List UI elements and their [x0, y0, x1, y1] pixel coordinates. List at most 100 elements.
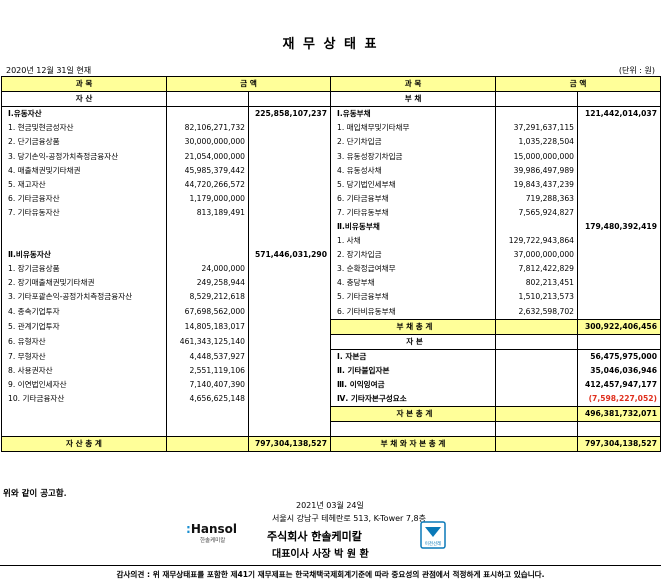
liability-item: 4. 유동성사채 — [330, 163, 496, 178]
liability-amount: 179,480,392,419 — [577, 219, 661, 235]
asset-amount — [248, 177, 331, 192]
asset-sub-amount: 67,698,562,000 — [166, 304, 249, 320]
asset-sub-amount: 82,106,271,732 — [166, 121, 249, 136]
grand-total-row: 자 산 총 계 797,304,138,527 부 채 와 자 본 총 계 79… — [1, 436, 661, 453]
liability-sub-amount: 15,000,000,000 — [495, 149, 578, 164]
liability-item: Ⅲ. 이익잉여금 — [330, 377, 496, 393]
asset-amount — [248, 262, 331, 277]
asset-amount — [248, 304, 331, 320]
liability-sub-amount — [495, 106, 578, 122]
liability-item: 5. 기타금융부채 — [330, 290, 496, 305]
column-header-row: 과 목 금 액 과 목 금 액 — [1, 75, 661, 93]
liability-sub-amount: 1,510,213,573 — [495, 290, 578, 305]
asset-amount — [248, 135, 331, 150]
liability-sub-amount: 39,986,497,989 — [495, 163, 578, 178]
company-name: 주식회사 한솔케미칼 — [267, 530, 362, 543]
table-row: Ⅱ.비유동자산 571,446,031,290 2. 장기차입금 37,000,000… — [1, 248, 661, 263]
liability-item: 6. 기타비유동부채 — [330, 304, 496, 320]
asset-sub-amount: 44,720,266,572 — [166, 177, 249, 192]
header-right-amount: 금 액 — [495, 75, 661, 93]
asset-sub-amount — [166, 421, 249, 437]
asset-amount — [248, 290, 331, 305]
liability-sub-amount: 19,843,437,239 — [495, 177, 578, 192]
asset-amount — [248, 363, 331, 378]
liability-amount: 300,922,406,456 — [577, 318, 661, 335]
liability-amount: (7,598,227,052) — [577, 392, 661, 407]
table-row: 9. 이연법인세자산 7,140,407,390 Ⅲ. 이익잉여금 412,457,9… — [1, 377, 661, 393]
liability-item: 자 본 총 계 — [330, 406, 496, 423]
asset-amount — [248, 121, 331, 136]
logo-mark-icon: : — [186, 522, 191, 536]
liability-amount — [577, 191, 661, 206]
hansol-logo: :Hansol 한솔케미칼 — [186, 522, 237, 544]
asset-item: 6. 기타금융자산 — [1, 191, 167, 206]
asset-item: 3. 기타포괄손익-공정가치측정금융자산 — [1, 290, 167, 305]
asset-item: 2. 장기매출채권및기타채권 — [1, 276, 167, 291]
liability-amount — [577, 149, 661, 164]
asset-item: 5. 재고자산 — [1, 177, 167, 192]
liability-amount — [577, 135, 661, 150]
svg-text:이천선레: 이천선레 — [425, 540, 442, 547]
asset-sub-amount — [166, 234, 249, 249]
asset-amount — [248, 191, 331, 206]
ceo-name: 대표이사 사장 박 원 환 — [272, 549, 369, 560]
asset-amount — [248, 319, 331, 335]
table-row: 2. 단기금융상품 30,000,000,000 2. 단기차입금 1,035,228… — [1, 135, 661, 150]
asset-amount — [248, 377, 331, 393]
liability-item: 부 채 총 계 — [330, 318, 496, 335]
table-row: 7. 기타유동자산 813,189,491 7. 기타유동부채 7,565,924,8… — [1, 205, 661, 220]
table-row: 6. 유형자산 461,343,125,140 자 본 — [1, 334, 661, 350]
asset-item — [1, 421, 167, 437]
asset-sub-amount — [166, 106, 249, 122]
liability-sub-amount — [495, 421, 578, 437]
table-row: 3. 기타포괄손익-공정가치측정금융자산 8,529,212,618 5. 기타금융… — [1, 290, 661, 305]
asset-sub-amount: 7,140,407,390 — [166, 377, 249, 393]
asset-amount — [248, 163, 331, 178]
liability-amount — [577, 234, 661, 249]
asset-item: Ⅰ.유동자산 — [1, 106, 167, 122]
liability-amount — [577, 290, 661, 305]
liability-sub-amount: 7,565,924,827 — [495, 205, 578, 220]
asset-sub-amount: 813,189,491 — [166, 205, 249, 220]
asset-amount — [248, 234, 331, 249]
liability-item: Ⅱ.비유동부채 — [330, 219, 496, 235]
liability-item: 1. 사채 — [330, 234, 496, 249]
asset-sub-amount: 461,343,125,140 — [166, 334, 249, 350]
liabilities-section-label: 부 채 — [330, 91, 496, 108]
asset-amount — [248, 334, 331, 350]
liability-amount: 412,457,947,177 — [577, 377, 661, 393]
asset-sub-amount: 4,656,625,148 — [166, 392, 249, 407]
liability-amount: 35,046,036,946 — [577, 363, 661, 378]
total-assets-label: 자 산 총 계 — [1, 436, 167, 453]
asset-sub-amount: 30,000,000,000 — [166, 135, 249, 150]
liability-amount — [577, 248, 661, 263]
liability-sub-amount — [495, 406, 578, 423]
liability-amount — [577, 304, 661, 320]
table-row: 3. 당기손익-공정가치측정금융자산 21,054,000,000 3. 유동성장기… — [1, 149, 661, 164]
asset-amount — [248, 349, 331, 364]
liability-sub-amount — [495, 219, 578, 235]
table-row: 5. 재고자산 44,720,266,572 5. 당기법인세부채 19,843,43… — [1, 177, 661, 192]
asset-sub-amount: 24,000,000 — [166, 262, 249, 277]
table-row: 1. 현금및현금성자산 82,106,271,732 1. 매입채무및기타채무 37,… — [1, 121, 661, 136]
asset-amount — [248, 205, 331, 220]
table-row: 6. 기타금융자산 1,179,000,000 6. 기타금융부채 719,288,3… — [1, 191, 661, 206]
liability-sub-amount: 37,291,637,115 — [495, 121, 578, 136]
unit-label: (단위 : 원) — [618, 66, 655, 75]
table-row: 5. 관계기업투자 14,805,183,017 부 채 총 계 300,922,40… — [1, 318, 661, 335]
asset-item: 9. 이연법인세자산 — [1, 377, 167, 393]
liability-item: 4. 충당부채 — [330, 276, 496, 291]
asset-sub-amount: 45,985,379,442 — [166, 163, 249, 178]
table-row: 8. 사용권자산 2,551,119,106 Ⅱ. 기타불입자본 35,046,036… — [1, 363, 661, 378]
asset-item — [1, 234, 167, 249]
liability-sub-amount: 802,213,451 — [495, 276, 578, 291]
asset-item: 4. 종속기업투자 — [1, 304, 167, 320]
liability-item: 6. 기타금융부채 — [330, 191, 496, 206]
logo-subtitle: 한솔케미칼 — [200, 538, 226, 544]
header-right-item: 과 목 — [330, 75, 496, 93]
liability-item — [330, 421, 496, 437]
liability-sub-amount — [495, 318, 578, 335]
asset-sub-amount — [166, 406, 249, 422]
asset-item: 3. 당기손익-공정가치측정금융자산 — [1, 149, 167, 164]
asset-amount — [248, 276, 331, 291]
